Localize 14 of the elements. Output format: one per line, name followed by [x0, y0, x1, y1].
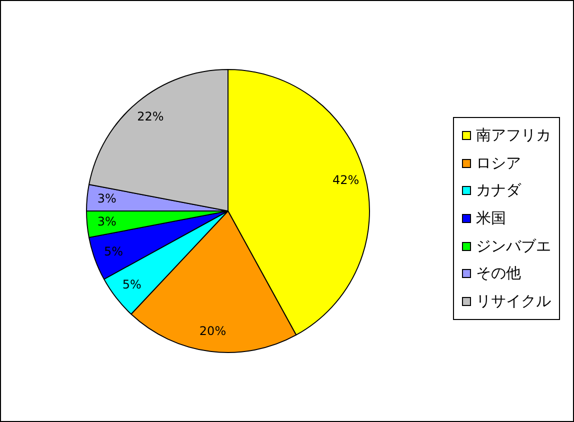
legend-label: 米国: [476, 209, 506, 228]
legend-label: 南アフリカ: [476, 126, 551, 146]
legend-label: ロシア: [476, 154, 521, 173]
data-label: 3%: [97, 192, 116, 206]
legend-label: ジンバブエ: [476, 236, 551, 256]
legend-label: カナダ: [476, 181, 521, 200]
data-label: 22%: [137, 109, 164, 124]
data-label: 20%: [199, 324, 226, 338]
data-label: 5%: [104, 244, 124, 258]
data-label: 3%: [97, 214, 116, 229]
legend-label: その他: [476, 264, 521, 284]
data-label: 42%: [332, 172, 360, 187]
data-label: 5%: [122, 278, 142, 292]
legend-label: リサイクル: [476, 292, 551, 311]
